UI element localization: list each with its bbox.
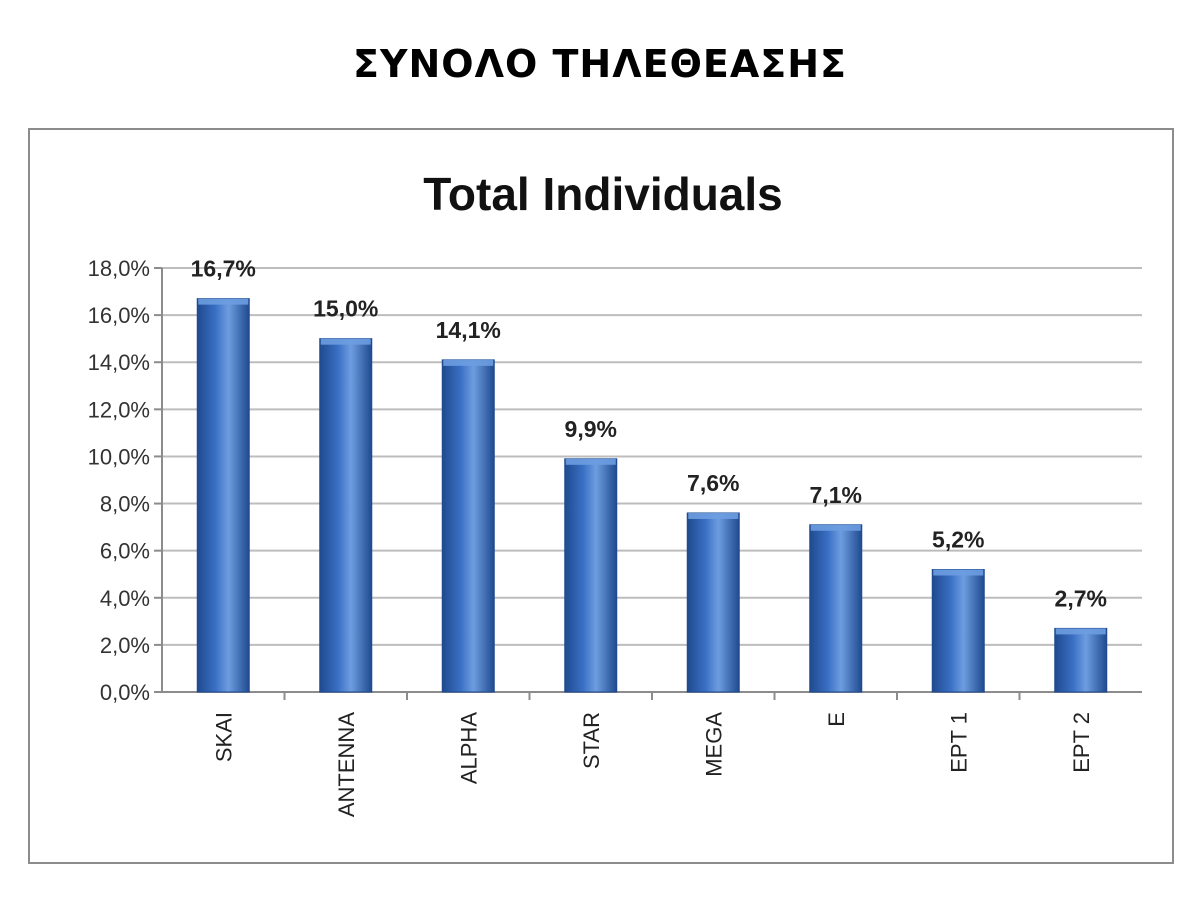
chart-frame: Total Individuals 0,0% 2,0% 4,0% 6,0% 8,0% 10… — [28, 128, 1174, 864]
bar-ept-2 — [1054, 627, 1108, 693]
bar-e — [809, 524, 863, 693]
chart-title: Total Individuals — [423, 168, 783, 220]
gridlines — [162, 267, 1142, 646]
y-tick-label: 4,0% — [100, 586, 150, 611]
bar-alpha — [441, 359, 495, 693]
category-label: E — [824, 712, 849, 727]
bar-highlight — [810, 524, 861, 531]
bar-antenna — [319, 338, 373, 693]
data-label: 5,2% — [932, 527, 984, 553]
bar-highlight — [320, 338, 371, 345]
category-label: ALPHA — [456, 712, 481, 784]
category-label: STAR — [579, 712, 604, 769]
bar-mega — [686, 512, 740, 693]
y-tick-label: 16,0% — [88, 303, 150, 328]
category-label: MEGA — [701, 712, 726, 777]
bar-highlight — [933, 569, 984, 576]
y-tick-label: 18,0% — [88, 256, 150, 281]
category-label: EPT 1 — [946, 712, 971, 773]
page-heading: ΣΥΝΟΛΟ ΤΗΛΕΘΕΑΣΗΣ — [352, 42, 847, 86]
bars — [196, 298, 1108, 693]
bar-highlight — [688, 512, 739, 519]
data-label: 9,9% — [565, 416, 617, 442]
data-label: 16,7% — [191, 256, 256, 282]
bar-highlight — [1055, 628, 1106, 635]
data-label: 7,1% — [810, 482, 862, 508]
y-tick-label: 0,0% — [100, 680, 150, 705]
y-tick-label: 12,0% — [88, 397, 150, 422]
category-label: EPT 2 — [1069, 712, 1094, 773]
category-label: SKAI — [211, 712, 236, 762]
bar-highlight — [565, 458, 616, 465]
data-label: 7,6% — [687, 470, 739, 496]
bar-skai — [196, 298, 250, 693]
y-tick-label: 8,0% — [100, 492, 150, 517]
y-tick-label: 14,0% — [88, 350, 150, 375]
axes — [154, 267, 1142, 700]
bar-highlight — [198, 298, 249, 305]
bar-highlight — [443, 359, 494, 366]
y-tick-label: 10,0% — [88, 444, 150, 469]
bar-chart: Total Individuals 0,0% 2,0% 4,0% 6,0% 8,0% 10… — [88, 168, 1142, 818]
y-tick-label: 2,0% — [100, 633, 150, 658]
data-label: 15,0% — [313, 296, 378, 322]
bar-ept-1 — [931, 569, 985, 693]
category-label: ANTENNA — [334, 712, 359, 817]
bar-star — [564, 458, 618, 693]
data-label: 14,1% — [436, 317, 501, 343]
data-label: 2,7% — [1055, 585, 1107, 611]
labels: 0,0% 2,0% 4,0% 6,0% 8,0% 10,0% 12,0% 14,0% 16,0%… — [88, 256, 1107, 818]
y-tick-label: 6,0% — [100, 539, 150, 564]
